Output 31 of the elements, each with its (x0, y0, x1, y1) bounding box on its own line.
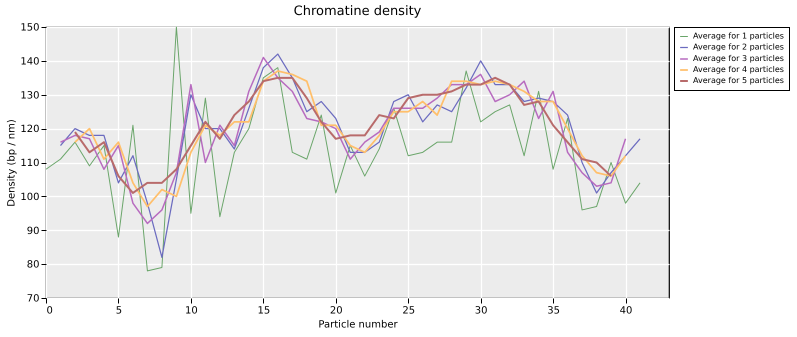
legend-label: Average for 5 particles (693, 76, 784, 85)
x-tick-label: 10 (185, 306, 198, 316)
y-tick-label: 80 (26, 260, 40, 271)
x-tick-label: 20 (330, 306, 343, 316)
y-tick-label: 140 (20, 56, 40, 68)
x-tick-label: 15 (257, 306, 270, 316)
x-tick-label: 25 (402, 306, 416, 316)
x-tick-label: 35 (547, 306, 560, 316)
line-series (46, 26, 641, 272)
line-series (60, 56, 626, 224)
x-tick-label: 40 (620, 306, 632, 316)
line-series (74, 76, 612, 194)
line-series (60, 53, 641, 258)
legend-label: Average for 2 particles (693, 42, 784, 52)
line-series (74, 70, 626, 208)
y-tick-label: 150 (20, 22, 40, 34)
legend-label: Average for 4 particles (693, 65, 784, 74)
y-tick-label: 130 (20, 90, 40, 102)
y-tick-label: 100 (20, 192, 40, 203)
y-tick-label: 120 (20, 124, 40, 136)
y-tick-label: 90 (26, 226, 40, 237)
x-tick-label: 0 (46, 306, 53, 316)
y-tick-label: 110 (20, 158, 40, 169)
chart-title: Chromatine density (294, 4, 422, 19)
legend-label: Average for 1 particles (693, 32, 784, 40)
x-tick-label: 30 (474, 306, 488, 316)
x-axis-title: Particle number (318, 320, 398, 330)
y-tick-label: 70 (26, 294, 40, 304)
y-axis-title: Density (bp / nm) (6, 119, 18, 207)
x-tick-label: 5 (116, 306, 122, 316)
legend-label: Average for 3 particles (693, 54, 784, 63)
